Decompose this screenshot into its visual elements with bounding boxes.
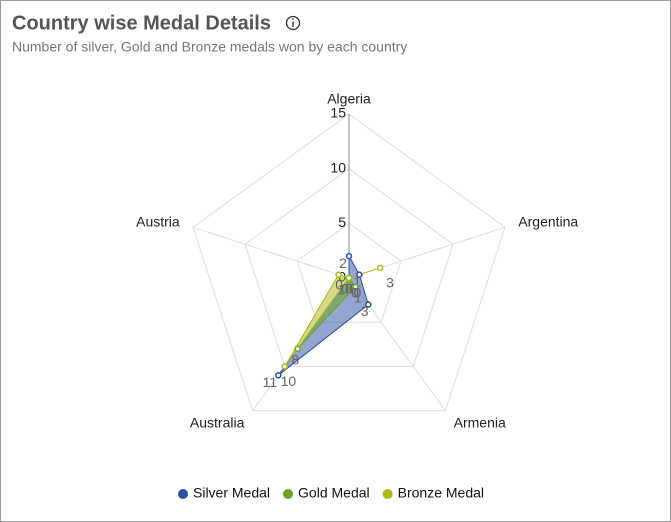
legend-item[interactable]: Bronze Medal bbox=[382, 485, 484, 501]
data-label: 2 bbox=[339, 255, 347, 271]
info-icon[interactable] bbox=[285, 15, 301, 31]
category-label: Austria bbox=[136, 214, 180, 230]
category-label: Armenia bbox=[454, 415, 506, 431]
y-tick-label: 15 bbox=[330, 105, 346, 121]
y-tick-label: 5 bbox=[338, 214, 346, 230]
data-label: 1 bbox=[337, 281, 345, 297]
data-label: 1 bbox=[354, 290, 362, 306]
grid-ring bbox=[296, 222, 402, 323]
data-label: 11 bbox=[263, 374, 278, 390]
data-point bbox=[365, 301, 372, 308]
category-label: Australia bbox=[190, 415, 245, 431]
data-label: 3 bbox=[386, 275, 394, 291]
spoke bbox=[192, 226, 350, 279]
legend-item[interactable]: Gold Medal bbox=[283, 485, 370, 501]
legend-marker bbox=[178, 489, 188, 499]
data-point bbox=[275, 372, 282, 379]
category-label: Algeria bbox=[327, 91, 371, 107]
data-label: 0 bbox=[345, 281, 353, 297]
data-point bbox=[335, 271, 342, 278]
legend-marker bbox=[283, 489, 294, 499]
legend-label: Bronze Medal bbox=[398, 485, 484, 501]
data-label: 8 bbox=[291, 351, 299, 367]
grid-ring bbox=[244, 168, 454, 367]
grid-ring bbox=[192, 113, 506, 412]
legend-marker bbox=[382, 489, 393, 499]
chart-subtitle: Number of silver, Gold and Bronze medals… bbox=[12, 39, 407, 55]
legend-label: Silver Medal bbox=[193, 485, 270, 501]
data-label: 1 bbox=[353, 273, 361, 289]
data-label: 0 bbox=[351, 285, 359, 301]
data-point bbox=[281, 363, 288, 370]
data-point bbox=[294, 345, 301, 353]
legend-label: Gold Medal bbox=[298, 485, 370, 501]
data-label: 10 bbox=[281, 373, 297, 389]
data-point bbox=[345, 274, 353, 282]
data-point bbox=[352, 283, 359, 291]
data-point bbox=[356, 271, 363, 278]
y-tick-label: 10 bbox=[330, 159, 346, 175]
data-label: 0 bbox=[335, 277, 343, 293]
data-label: 3 bbox=[361, 303, 369, 319]
legend-item[interactable]: Silver Medal bbox=[178, 485, 270, 501]
category-label: Argentina bbox=[518, 214, 578, 230]
data-label: 0 bbox=[341, 281, 349, 297]
data-point bbox=[376, 264, 384, 272]
chart-title: Country wise Medal Details bbox=[12, 12, 271, 34]
data-point bbox=[345, 252, 353, 260]
data-label: 0 bbox=[353, 285, 361, 301]
